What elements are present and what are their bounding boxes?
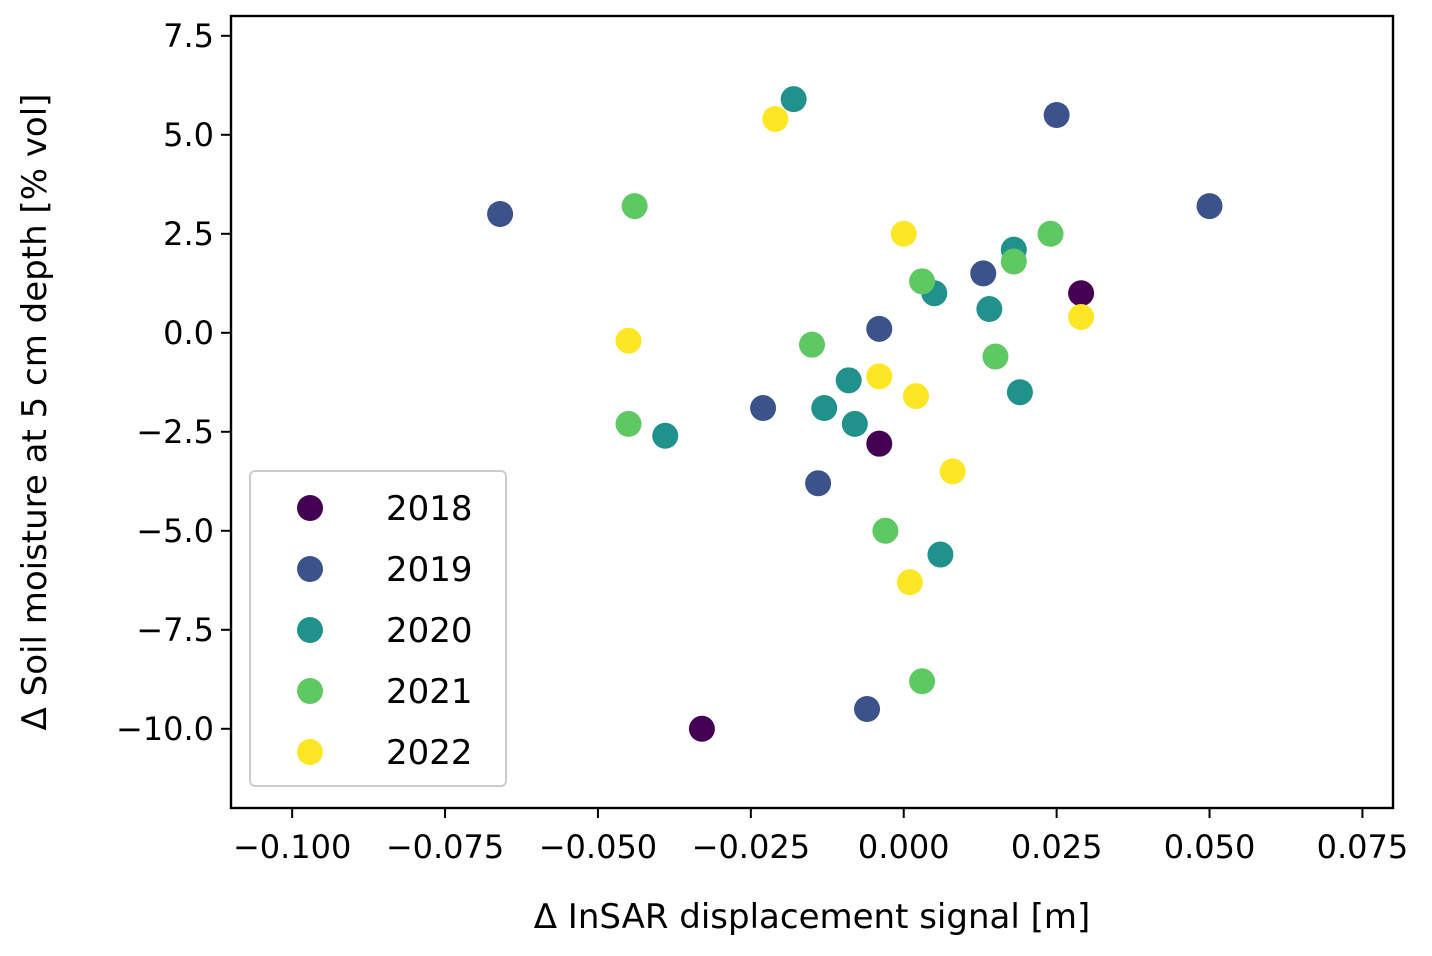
x-tick-label: −0.075 (386, 828, 504, 866)
y-axis-ticks: 7.5 5.0 2.5 0.0 −2.5 −5.0 −7.5 −10.0 (116, 17, 231, 748)
legend-label: 2022 (386, 733, 473, 773)
scatter-point-2022 (896, 569, 923, 596)
scatter-point-2020 (780, 86, 807, 113)
scatter-point-2022 (902, 383, 929, 410)
scatter-point-2018 (866, 430, 893, 457)
scatter-point-2021 (799, 331, 825, 358)
x-tick-label: −0.025 (692, 828, 810, 866)
scatter-point-2021 (909, 268, 936, 295)
x-tick-label: −0.100 (233, 828, 351, 866)
y-tick-label: −2.5 (136, 413, 214, 451)
legend-marker-2020 (297, 617, 323, 643)
scatter-point-2019 (805, 470, 832, 497)
scatter-point-2022 (890, 220, 917, 247)
x-axis-ticks: −0.100 −0.075 −0.050 −0.025 0.000 0.025 0.050 0… (233, 808, 1408, 866)
scatter-point-2021 (1000, 248, 1027, 275)
y-tick-label: 5.0 (163, 116, 214, 154)
x-tick-label: 0.050 (1164, 828, 1256, 866)
scatter-point-2022 (615, 327, 642, 354)
scatter-point-2019 (1043, 102, 1070, 128)
legend-label: 2021 (386, 672, 473, 712)
x-tick-label: −0.050 (539, 828, 657, 866)
scatter-point-2019 (750, 395, 777, 422)
legend: 2018 2019 2020 2021 2022 (249, 470, 507, 787)
scatter-point-2021 (1037, 220, 1064, 247)
legend-label: 2019 (386, 550, 473, 590)
scatter-point-2020 (1006, 379, 1033, 406)
points-layer (487, 86, 1223, 742)
y-tick-label: 7.5 (163, 17, 214, 55)
scatter-point-2022 (762, 105, 789, 132)
scatter-point-2020 (976, 296, 1003, 323)
legend-marker-2021 (297, 678, 323, 704)
x-axis-label: Δ InSAR displacement signal [m] (534, 897, 1091, 937)
legend-items: 2018 2019 2020 2021 2022 (297, 489, 473, 773)
scatter-point-2019 (487, 201, 514, 227)
x-tick-label: 0.075 (1317, 828, 1409, 866)
scatter-point-2020 (652, 422, 679, 449)
y-tick-label: −7.5 (136, 611, 214, 649)
scatter-point-2019 (854, 696, 881, 722)
scatter-point-2019 (970, 260, 997, 287)
scatter-point-2021 (621, 193, 648, 220)
scatter-point-2020 (835, 367, 862, 394)
legend-label: 2020 (386, 611, 473, 651)
scatter-point-2021 (909, 668, 936, 695)
scatter-point-2020 (841, 410, 868, 437)
scatter-point-2022 (1068, 303, 1095, 330)
scatter-point-2021 (982, 343, 1009, 370)
scatter-point-2019 (1196, 193, 1223, 220)
x-tick-label: 0.025 (1011, 828, 1103, 866)
scatter-point-2020 (927, 541, 954, 568)
plot-frame (229, 14, 1395, 810)
scatter-point-2020 (811, 395, 838, 422)
scatter-point-2022 (939, 458, 966, 485)
y-tick-label: −10.0 (116, 710, 214, 748)
scatter-point-2022 (866, 363, 893, 390)
y-tick-label: −5.0 (136, 512, 214, 550)
scatter-point-2018 (1068, 280, 1095, 307)
y-axis-label: Δ Soil moisture at 5 cm depth [% vol] (15, 94, 55, 731)
scatter-point-2021 (872, 517, 899, 544)
x-tick-label: 0.000 (858, 828, 950, 866)
scatter-point-2019 (866, 315, 893, 342)
scatter-point-2018 (688, 715, 715, 742)
legend-marker-2019 (297, 556, 323, 582)
y-tick-label: 0.0 (163, 314, 214, 352)
legend-box (249, 470, 507, 787)
legend-marker-2022 (297, 739, 323, 765)
legend-marker-2018 (297, 495, 323, 521)
scatter-point-2021 (615, 410, 642, 437)
legend-label: 2018 (386, 489, 473, 529)
y-tick-label: 2.5 (163, 215, 214, 253)
